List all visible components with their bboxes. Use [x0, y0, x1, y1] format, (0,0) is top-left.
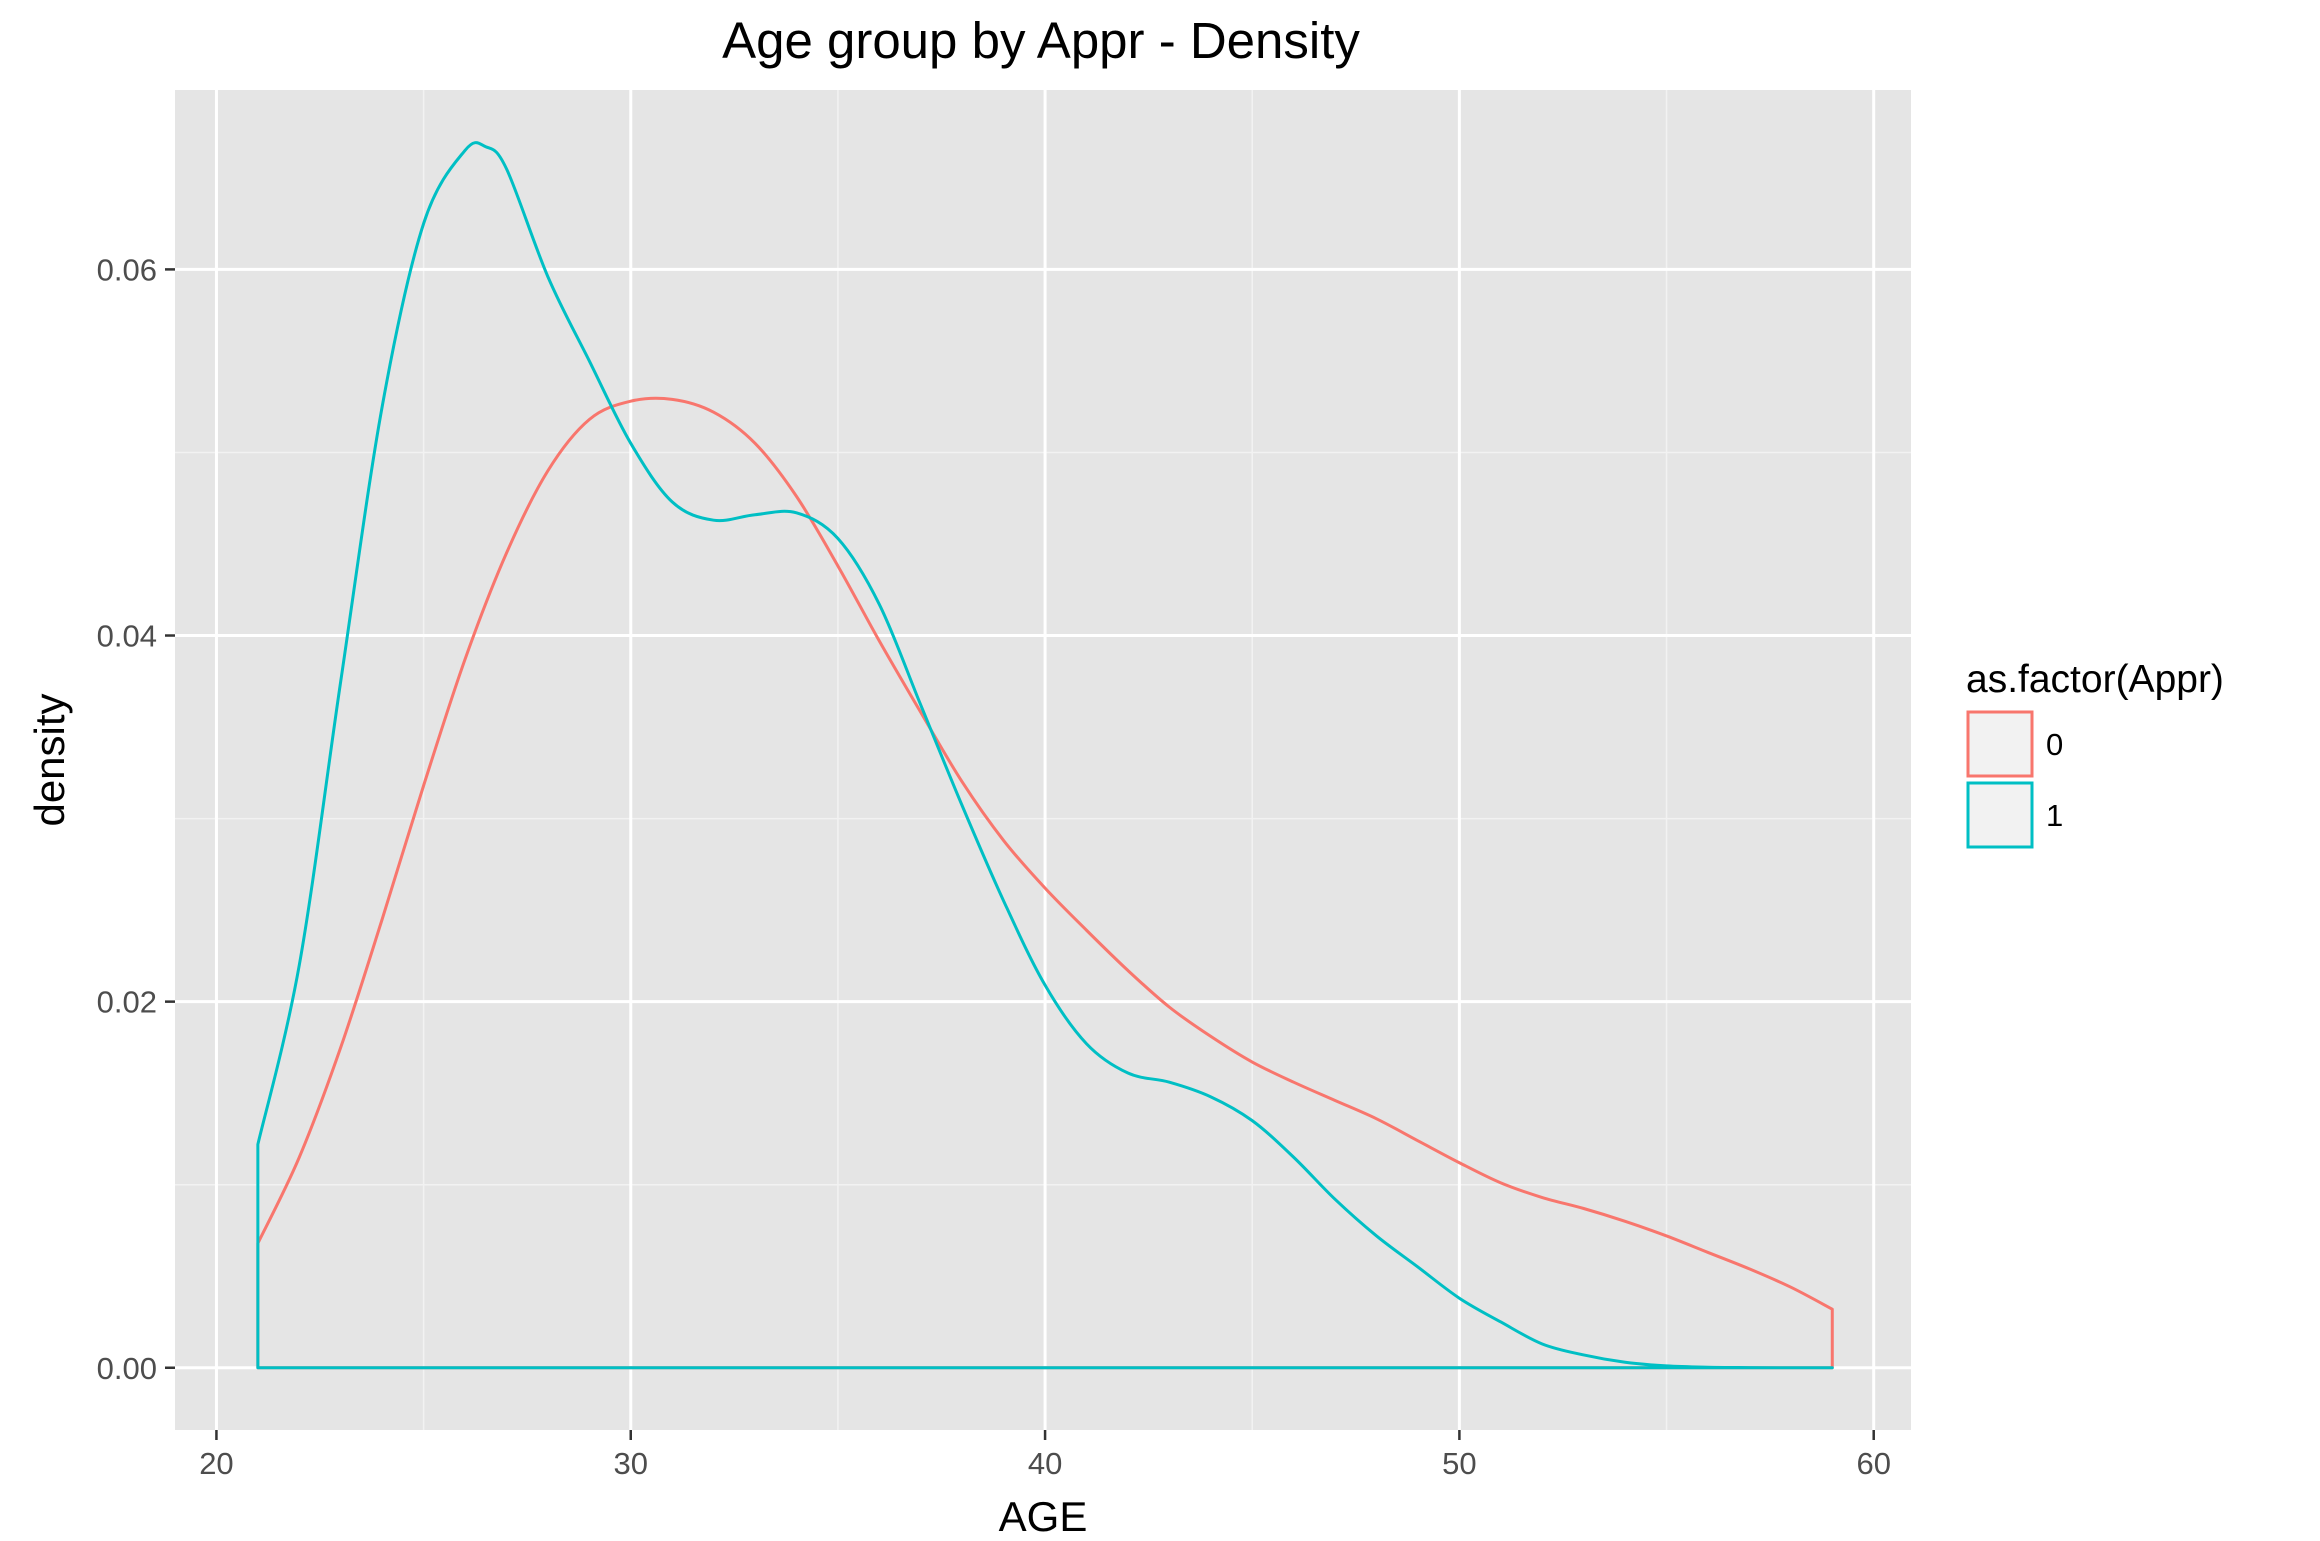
chart-title: Age group by Appr - Density — [722, 12, 1360, 69]
x-axis: 20 30 40 50 60 — [199, 1430, 1891, 1481]
legend-key-0 — [1966, 710, 2034, 778]
legend-label-0: 0 — [2046, 727, 2063, 762]
legend: as.factor(Appr) 01 — [1966, 658, 2224, 849]
density-curve-0 — [256, 396, 1834, 1370]
y-axis: 0.00 0.02 0.04 0.06 — [97, 252, 175, 1386]
density-curve-1 — [256, 141, 1834, 1370]
plot-panel — [175, 90, 1911, 1430]
y-tick-label: 0.02 — [97, 985, 157, 1020]
minor-gridlines — [175, 90, 1911, 1430]
x-tick-label: 50 — [1442, 1446, 1476, 1481]
x-tick-label: 30 — [614, 1446, 648, 1481]
x-tick-label: 60 — [1856, 1446, 1890, 1481]
x-tick-label: 40 — [1028, 1446, 1062, 1481]
legend-key-1 — [1966, 781, 2034, 849]
x-axis-title: AGE — [999, 1493, 1088, 1540]
y-tick-label: 0.06 — [97, 252, 157, 287]
y-tick-label: 0.00 — [97, 1351, 157, 1386]
x-tick-label: 20 — [199, 1446, 233, 1481]
density-series — [256, 141, 1834, 1370]
legend-items: 01 — [1966, 710, 2063, 849]
legend-label-1: 1 — [2046, 798, 2063, 833]
y-axis-title: density — [26, 693, 73, 826]
y-tick-label: 0.04 — [97, 619, 157, 654]
legend-title: as.factor(Appr) — [1966, 658, 2224, 701]
